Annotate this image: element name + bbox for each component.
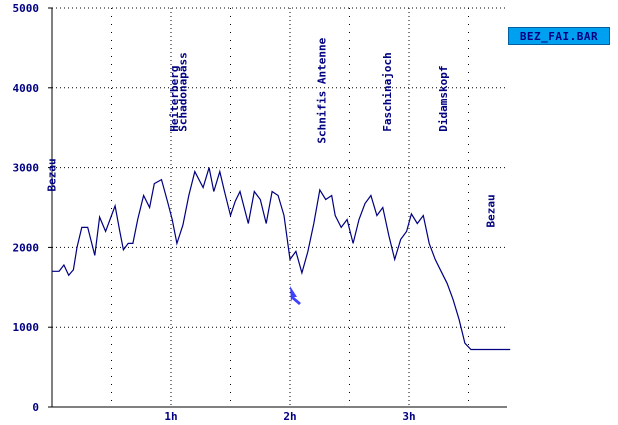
x-tick-label: 3h <box>402 410 415 423</box>
y-tick-label: 3000 <box>13 162 40 175</box>
grid <box>52 7 507 407</box>
arrow-cursor-icon <box>290 286 301 305</box>
waypoint-label: Bezau <box>46 158 59 191</box>
y-tick-labels: 0 1000 2000 3000 4000 5000 <box>13 2 52 414</box>
elevation-series-line <box>52 167 511 351</box>
y-tick-label: 0 <box>32 401 39 414</box>
x-tick-label: 2h <box>283 410 296 423</box>
x-tick-label: 1h <box>164 410 177 423</box>
waypoint-label: Didamskopf <box>437 65 450 131</box>
y-tick-label: 4000 <box>13 82 40 95</box>
x-tick-labels: 1h 2h 3h <box>164 410 415 423</box>
waypoint-label: Bezau <box>485 194 498 227</box>
waypoint-label: Schnifis Antenne <box>316 37 329 143</box>
y-tick-label: 5000 <box>13 2 40 15</box>
waypoint-label: Faschinajoch <box>381 52 394 131</box>
file-name-badge[interactable]: BEZ_FAI.BAR <box>508 27 610 45</box>
y-tick-label: 2000 <box>13 241 40 254</box>
waypoint-label: Schadonapass <box>176 52 189 131</box>
y-tick-label: 1000 <box>13 321 40 334</box>
waypoint-label: Heiterberg <box>168 65 181 131</box>
